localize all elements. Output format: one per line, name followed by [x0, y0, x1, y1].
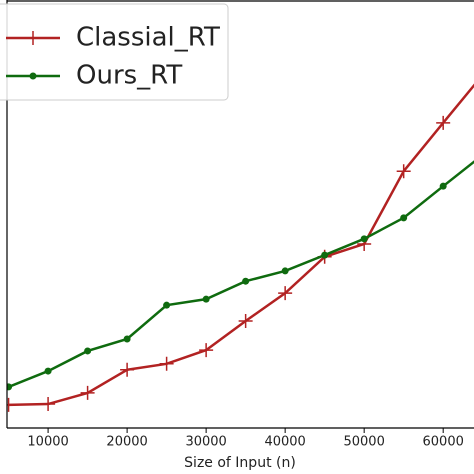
marker — [242, 277, 250, 285]
marker — [7, 397, 16, 412]
marker — [400, 214, 408, 222]
legend-label: Ours_RT — [76, 61, 182, 91]
marker — [281, 267, 289, 275]
marker — [80, 385, 95, 400]
x-tick-label: 60000 — [423, 435, 464, 450]
marker — [7, 383, 13, 391]
plot-area — [7, 83, 474, 412]
marker — [238, 314, 253, 328]
x-tick-label: 20000 — [106, 435, 147, 450]
marker — [278, 286, 293, 301]
marker — [84, 347, 92, 355]
marker — [41, 397, 56, 412]
marker — [396, 164, 411, 179]
marker — [123, 335, 131, 343]
marker — [439, 182, 447, 190]
legend-label: Classial_RT — [76, 23, 220, 53]
marker — [120, 362, 135, 377]
marker — [436, 115, 451, 130]
x-tick-label: 40000 — [264, 435, 305, 450]
marker — [44, 367, 52, 375]
marker — [321, 251, 329, 259]
marker — [163, 301, 171, 309]
series-line — [8, 160, 474, 389]
marker — [26, 31, 40, 45]
x-tick-label: 10000 — [27, 435, 68, 450]
x-axis-label: Size of Input (n) — [184, 455, 296, 471]
marker — [159, 356, 174, 371]
marker — [29, 72, 37, 80]
marker — [199, 343, 214, 358]
marker — [202, 295, 210, 303]
marker — [360, 235, 368, 243]
x-tick-label: 30000 — [185, 435, 226, 450]
legend: Classial_RT Ours_RT — [0, 3, 229, 101]
x-tick-label: 50000 — [343, 435, 384, 450]
